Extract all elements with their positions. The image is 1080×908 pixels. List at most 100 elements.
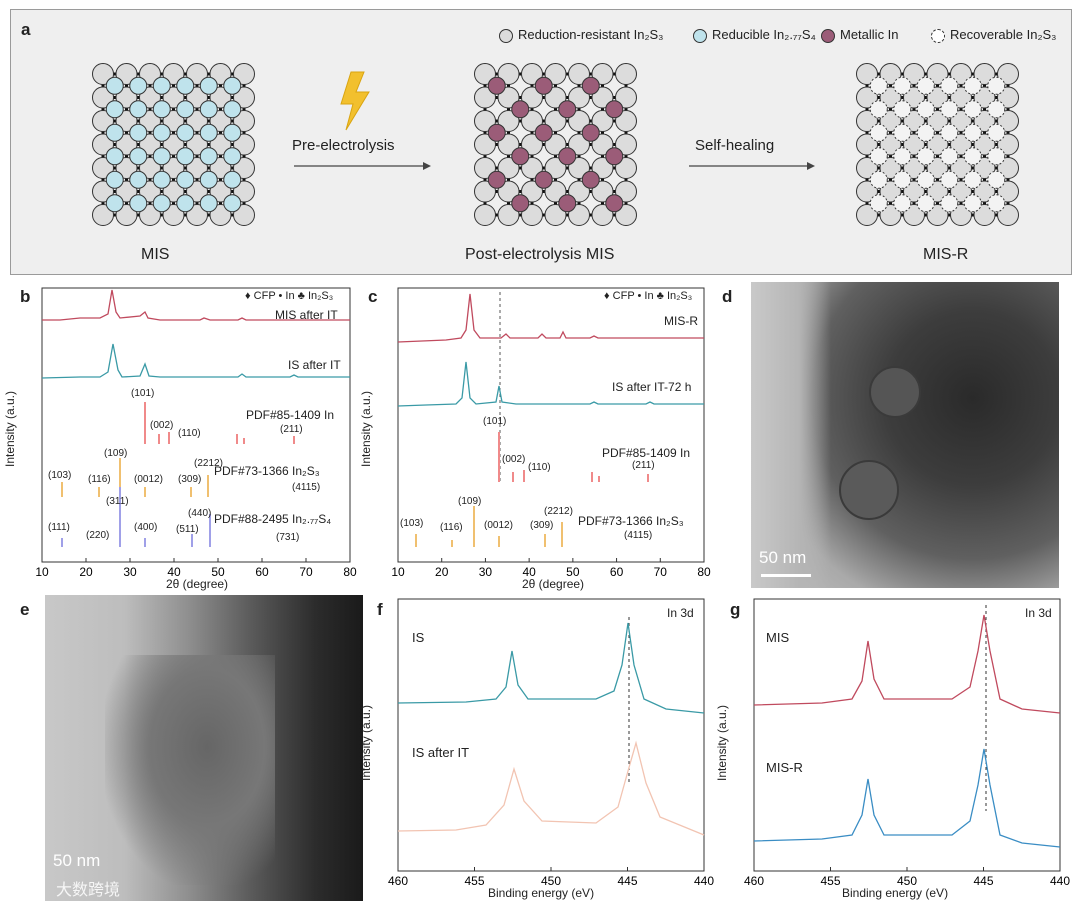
metallic-in-atom <box>605 100 624 119</box>
x-tick-label: 80 <box>697 565 711 579</box>
lattice-atom <box>497 157 520 179</box>
hkl-c-4115: (4115) <box>624 530 653 541</box>
metallic-in-atom <box>581 170 600 189</box>
lattice-mis <box>92 63 255 226</box>
lattice-atom <box>879 63 902 85</box>
lattice-atom <box>568 204 590 226</box>
lattice-atom <box>856 157 878 179</box>
lattice-atom <box>209 63 232 85</box>
lattice-atom <box>973 180 996 203</box>
xlabel-g: Binding energy (eV) <box>842 886 949 900</box>
metallic-in-atom <box>558 147 577 166</box>
recoverable-atom <box>963 100 982 119</box>
ref-bars-in-c <box>498 432 649 482</box>
panel-letter-c: c <box>368 287 378 306</box>
scale-label-e: 50 nm <box>53 851 101 870</box>
lattice-atom <box>115 133 138 156</box>
lattice-atom <box>879 157 902 179</box>
lattice-atom <box>139 110 161 132</box>
reducible-atom <box>176 147 195 166</box>
lattice-atom <box>568 63 590 85</box>
reducible-atom <box>105 123 124 142</box>
lattice-atom <box>926 133 949 156</box>
lattice-atom <box>997 63 1019 85</box>
hkl-c-2212: (2212) <box>544 506 573 517</box>
lattice-atom <box>950 133 972 156</box>
lattice-atom <box>879 133 902 156</box>
lattice-mis-r <box>856 63 1019 226</box>
x-tick-label: 450 <box>541 874 561 888</box>
recoverable-atom <box>940 194 959 213</box>
reducible-atom <box>129 170 148 189</box>
lattice-atom <box>139 86 161 109</box>
panel-a-schematic: a Reduction-resistant In₂S₃ Reducible In… <box>10 9 1072 275</box>
lattice-atom <box>521 110 543 132</box>
lattice-atom <box>521 86 543 109</box>
hkl-b-109: (109) <box>104 448 128 459</box>
hkl-b-111: (111) <box>48 522 70 533</box>
legend-b: ♦ CFP • In ♣ In₂S₃ <box>245 290 334 302</box>
hkl-b-101: (101) <box>131 388 155 399</box>
recoverable-atom <box>987 100 1006 119</box>
metallic-in-atom <box>487 76 506 95</box>
lattice-atom <box>544 180 567 203</box>
hkl-b-116: (116) <box>88 474 111 485</box>
watermark: 大数跨境 <box>56 882 121 899</box>
lattice-atom <box>568 110 590 132</box>
reducible-atom <box>199 147 218 166</box>
lattice-atom <box>903 204 925 226</box>
lattice-atom <box>186 86 208 109</box>
arrow-head-2 <box>807 162 815 170</box>
plot-frame-c <box>397 287 705 563</box>
lattice-atom <box>233 110 255 132</box>
lattice-atom <box>615 110 637 132</box>
x-tick-label: 450 <box>897 874 917 888</box>
recoverable-atom <box>869 194 888 213</box>
x-tick-label: 445 <box>973 874 993 888</box>
hkl-c-116: (116) <box>440 522 463 533</box>
lattice-atom <box>544 133 567 156</box>
x-tick-label: 20 <box>435 565 449 579</box>
reducible-atom <box>152 194 171 213</box>
hkl-b-311: (311) <box>106 496 129 507</box>
lattice-atom <box>544 110 567 132</box>
lattice-atom <box>474 63 496 85</box>
lattice-atom <box>615 133 637 156</box>
panel-letter-g: g <box>730 600 741 619</box>
recoverable-atom <box>916 100 935 119</box>
x-tick-label: 10 <box>391 565 405 579</box>
x-tick-label: 80 <box>343 565 357 579</box>
hkl-b-731: (731) <box>276 532 300 543</box>
x-axis-ticks-c: 10 20 30 40 50 60 70 80 <box>391 558 711 579</box>
lattice-atom <box>186 133 208 156</box>
lattice-atom <box>233 157 255 179</box>
lattice-atom <box>950 86 972 109</box>
lattice-atom <box>950 180 972 203</box>
lattice-atom <box>591 110 614 132</box>
ref-label-in-c: PDF#85-1409 In <box>602 446 691 460</box>
recoverable-atom <box>963 147 982 166</box>
reducible-atom <box>223 170 242 189</box>
ylabel-f: Intensity (a.u.) <box>359 704 374 782</box>
lattice-atom <box>856 133 878 156</box>
lattice-atom <box>856 63 878 85</box>
lattice-atom <box>903 180 925 203</box>
curve-label-is-after-it: IS after IT <box>288 358 341 372</box>
lattice-atom <box>568 157 590 179</box>
x-tick-label: 50 <box>211 565 225 579</box>
lattice-atom <box>856 204 878 226</box>
legend-c: ♦ CFP • In ♣ In₂S₃ <box>604 290 693 302</box>
lattice-atom <box>92 110 114 132</box>
label-mis-r: MIS-R <box>923 246 969 263</box>
reducible-atom <box>223 147 242 166</box>
reducible-atom <box>199 123 218 142</box>
reducible-atom <box>199 100 218 119</box>
lattice-atom <box>926 110 949 132</box>
lattice-atom <box>474 133 496 156</box>
hkl-b-4115: (4115) <box>292 482 321 493</box>
recoverable-atom <box>987 170 1006 189</box>
ref-label-in2s3-c: PDF#73-1366 In₂S₃ <box>578 514 684 528</box>
lattice-atom <box>521 63 543 85</box>
x-tick-label: 460 <box>744 874 764 888</box>
lattice-atom <box>186 157 208 179</box>
